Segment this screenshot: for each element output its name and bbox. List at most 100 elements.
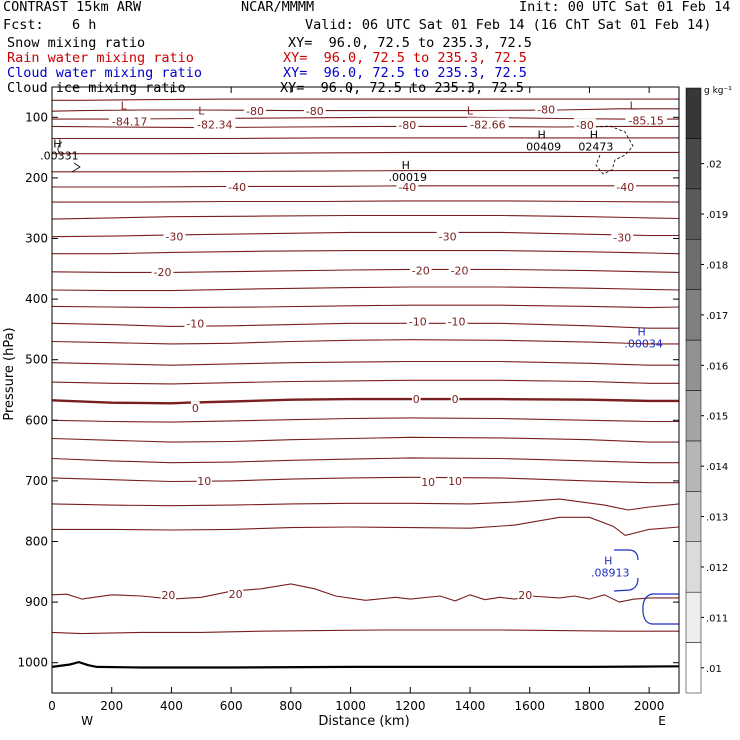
isotherm-layer [51, 98, 680, 635]
extremum-symbol-7: H [590, 129, 598, 142]
extremum-value-7: 02473 [578, 141, 613, 154]
isotherm-12 [51, 268, 680, 273]
colorbar-label-7: .017 [706, 311, 728, 322]
contour-labels: -84.17 -82.34 -80 -80 -80 -82.66 -80 -80 -85.15 -… [108, 102, 667, 602]
contour-label-24: 10 [197, 475, 211, 488]
y-tick-label-4: 500 [25, 353, 48, 367]
extremum-value-4: .00331 [40, 150, 79, 163]
extrema-markers: L L L LH.00331H.00019H00409H02473H.00034H.0… [40, 99, 663, 579]
contour-label-14: -30 [613, 231, 631, 244]
contour-label-bg-25 [420, 475, 436, 488]
contour-label-bg-8 [625, 113, 667, 126]
east-label: E [658, 714, 666, 728]
contour-label-26: 10 [448, 475, 462, 488]
contour-label-bg-21 [191, 401, 200, 414]
contour-label-bg-5 [467, 117, 509, 130]
forecast-hour: 6 h [72, 17, 97, 33]
cloud-ice-contour-1 [57, 141, 63, 155]
contour-label-bg-19 [406, 314, 429, 327]
extremum-value-5: .00019 [389, 171, 428, 184]
ground-line [51, 660, 680, 669]
contour-label-8: -85.15 [628, 114, 663, 127]
model-title: CONTRAST 15km ARW [3, 0, 142, 15]
contour-label-22: 0 [413, 393, 420, 406]
plot-frame [51, 86, 680, 694]
y-tick-label-6: 700 [25, 474, 48, 488]
extremum-symbol-5: H [402, 159, 410, 172]
isotherm-9 [51, 214, 680, 220]
contour-label-11: -40 [616, 181, 634, 194]
producer-label: NCAR/MMMM [241, 0, 315, 15]
colorbar-cell-9 [685, 188, 702, 240]
x-tick-label-4: 800 [279, 699, 302, 713]
contour-label-27: 20 [161, 589, 175, 602]
contour-label-17: -20 [451, 265, 469, 278]
contour-label-bg-12 [163, 229, 186, 242]
chart-axes: 0 200 400 600 800 1000 1200 1400 1600 1800 2000100… [17, 86, 680, 713]
contour-label-10: -40 [398, 181, 416, 194]
contour-label-bg-24 [196, 473, 212, 486]
colorbar-label-4: .014 [706, 462, 728, 473]
contour-label-bg-16 [409, 263, 432, 276]
isotherm-16 [51, 339, 679, 345]
contour-label-bg-4 [396, 118, 419, 131]
colorbar-label-3: .013 [706, 513, 728, 524]
isotherm-17 [51, 360, 679, 366]
cloud-water-contours [57, 125, 679, 625]
isotherm-26 [51, 583, 679, 603]
contour-label-13: -30 [439, 231, 457, 244]
contour-label-bg-9 [226, 179, 249, 192]
contour-label-9: -40 [228, 181, 246, 194]
contour-label-bg-0 [108, 114, 151, 127]
isotherm-19 [51, 397, 679, 405]
y-tick-label-3: 400 [25, 292, 48, 306]
isotherm-20 [51, 417, 679, 423]
field-rain-name: Rain water mixing ratio [7, 50, 194, 66]
contour-label-bg-26 [447, 473, 463, 486]
contour-label-29: 20 [518, 589, 532, 602]
contour-label-bg-22 [411, 392, 421, 405]
isotherm-7 [52, 185, 679, 188]
field-cloudice-xy: XY= 96.0, 72.5 to 235.3, 72.5 [280, 80, 524, 96]
x-tick-label-1: 200 [100, 699, 123, 713]
y-tick-label-1: 200 [25, 171, 48, 185]
colorbar-label-9: .019 [706, 210, 728, 221]
colorbar-label-8: .018 [706, 260, 728, 271]
colorbar-cell-8 [685, 239, 702, 290]
contour-label-1: -82.34 [197, 119, 232, 132]
contour-label-16: -20 [412, 265, 430, 278]
isotherm-21 [51, 436, 679, 443]
contour-label-18: -10 [186, 317, 204, 330]
x-tick-label-0: 0 [48, 699, 56, 713]
colorbar-label-10: .02 [706, 160, 722, 171]
contour-label-bg-18 [184, 316, 207, 329]
colorbar-cell-0 [685, 642, 702, 694]
contour-label-5: -82.66 [470, 119, 505, 132]
valid-time: Valid: 06 UTC Sat 01 Feb 14 (16 ChT Sat … [305, 17, 712, 33]
isotherm-27 [51, 629, 679, 635]
extremum-symbol-4: H [53, 138, 61, 151]
extremum-symbol-8: H [638, 325, 646, 338]
colorbar-label-6: .016 [706, 361, 728, 372]
contour-label-bg-11 [614, 179, 637, 192]
contour-label-bg-10 [396, 179, 419, 192]
field-cloudwater-xy: XY= 96.0, 72.5 to 235.3, 72.5 [283, 65, 527, 81]
isotherm-6 [52, 170, 679, 173]
colorbar: .01 .011 .012 .013 .014 .015 .016 .017 .018 .019.… [685, 87, 728, 694]
init-time: Init: 00 UTC Sat 01 Feb 14 [519, 0, 731, 15]
isotherm-1 [51, 108, 679, 112]
x-tick-label-3: 600 [220, 699, 243, 713]
extremum-symbol-3: L [630, 99, 637, 112]
contour-label-25: 10 [421, 476, 435, 489]
contour-label-21: 0 [192, 402, 199, 415]
x-tick-label-7: 1400 [455, 699, 486, 713]
colorbar-unit: g kg⁻¹ [704, 86, 732, 96]
colorbar-cell-7 [685, 289, 702, 341]
contour-label-bg-27 [160, 587, 177, 600]
colorbar-cell-11 [685, 87, 702, 139]
contour-label-6: -80 [537, 103, 555, 116]
isotherm-14 [51, 304, 680, 309]
extremum-symbol-9: H [604, 555, 612, 568]
isotherm-23 [51, 476, 679, 484]
